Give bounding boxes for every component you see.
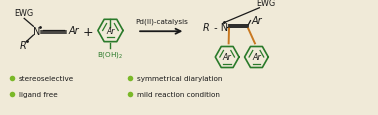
Text: R: R xyxy=(203,23,210,32)
Text: mild reaction condition: mild reaction condition xyxy=(137,91,220,97)
Text: Ar: Ar xyxy=(251,16,262,26)
Text: EWG: EWG xyxy=(257,0,276,8)
Text: Ar: Ar xyxy=(223,53,232,62)
Text: B(OH)$_2$: B(OH)$_2$ xyxy=(97,50,124,60)
Text: - N: - N xyxy=(211,23,228,32)
Text: N: N xyxy=(33,27,40,37)
Text: stereoselective: stereoselective xyxy=(19,75,74,81)
Text: ligand free: ligand free xyxy=(19,91,57,97)
Text: +: + xyxy=(83,26,93,38)
Text: Ar: Ar xyxy=(106,27,115,36)
Text: R: R xyxy=(20,40,26,50)
Text: EWG: EWG xyxy=(14,9,33,18)
Text: Ar: Ar xyxy=(252,53,261,62)
Text: Ar: Ar xyxy=(68,26,79,36)
Text: symmetrical diarylation: symmetrical diarylation xyxy=(137,75,223,81)
Text: Pd(II)-catalysis: Pd(II)-catalysis xyxy=(135,19,187,25)
